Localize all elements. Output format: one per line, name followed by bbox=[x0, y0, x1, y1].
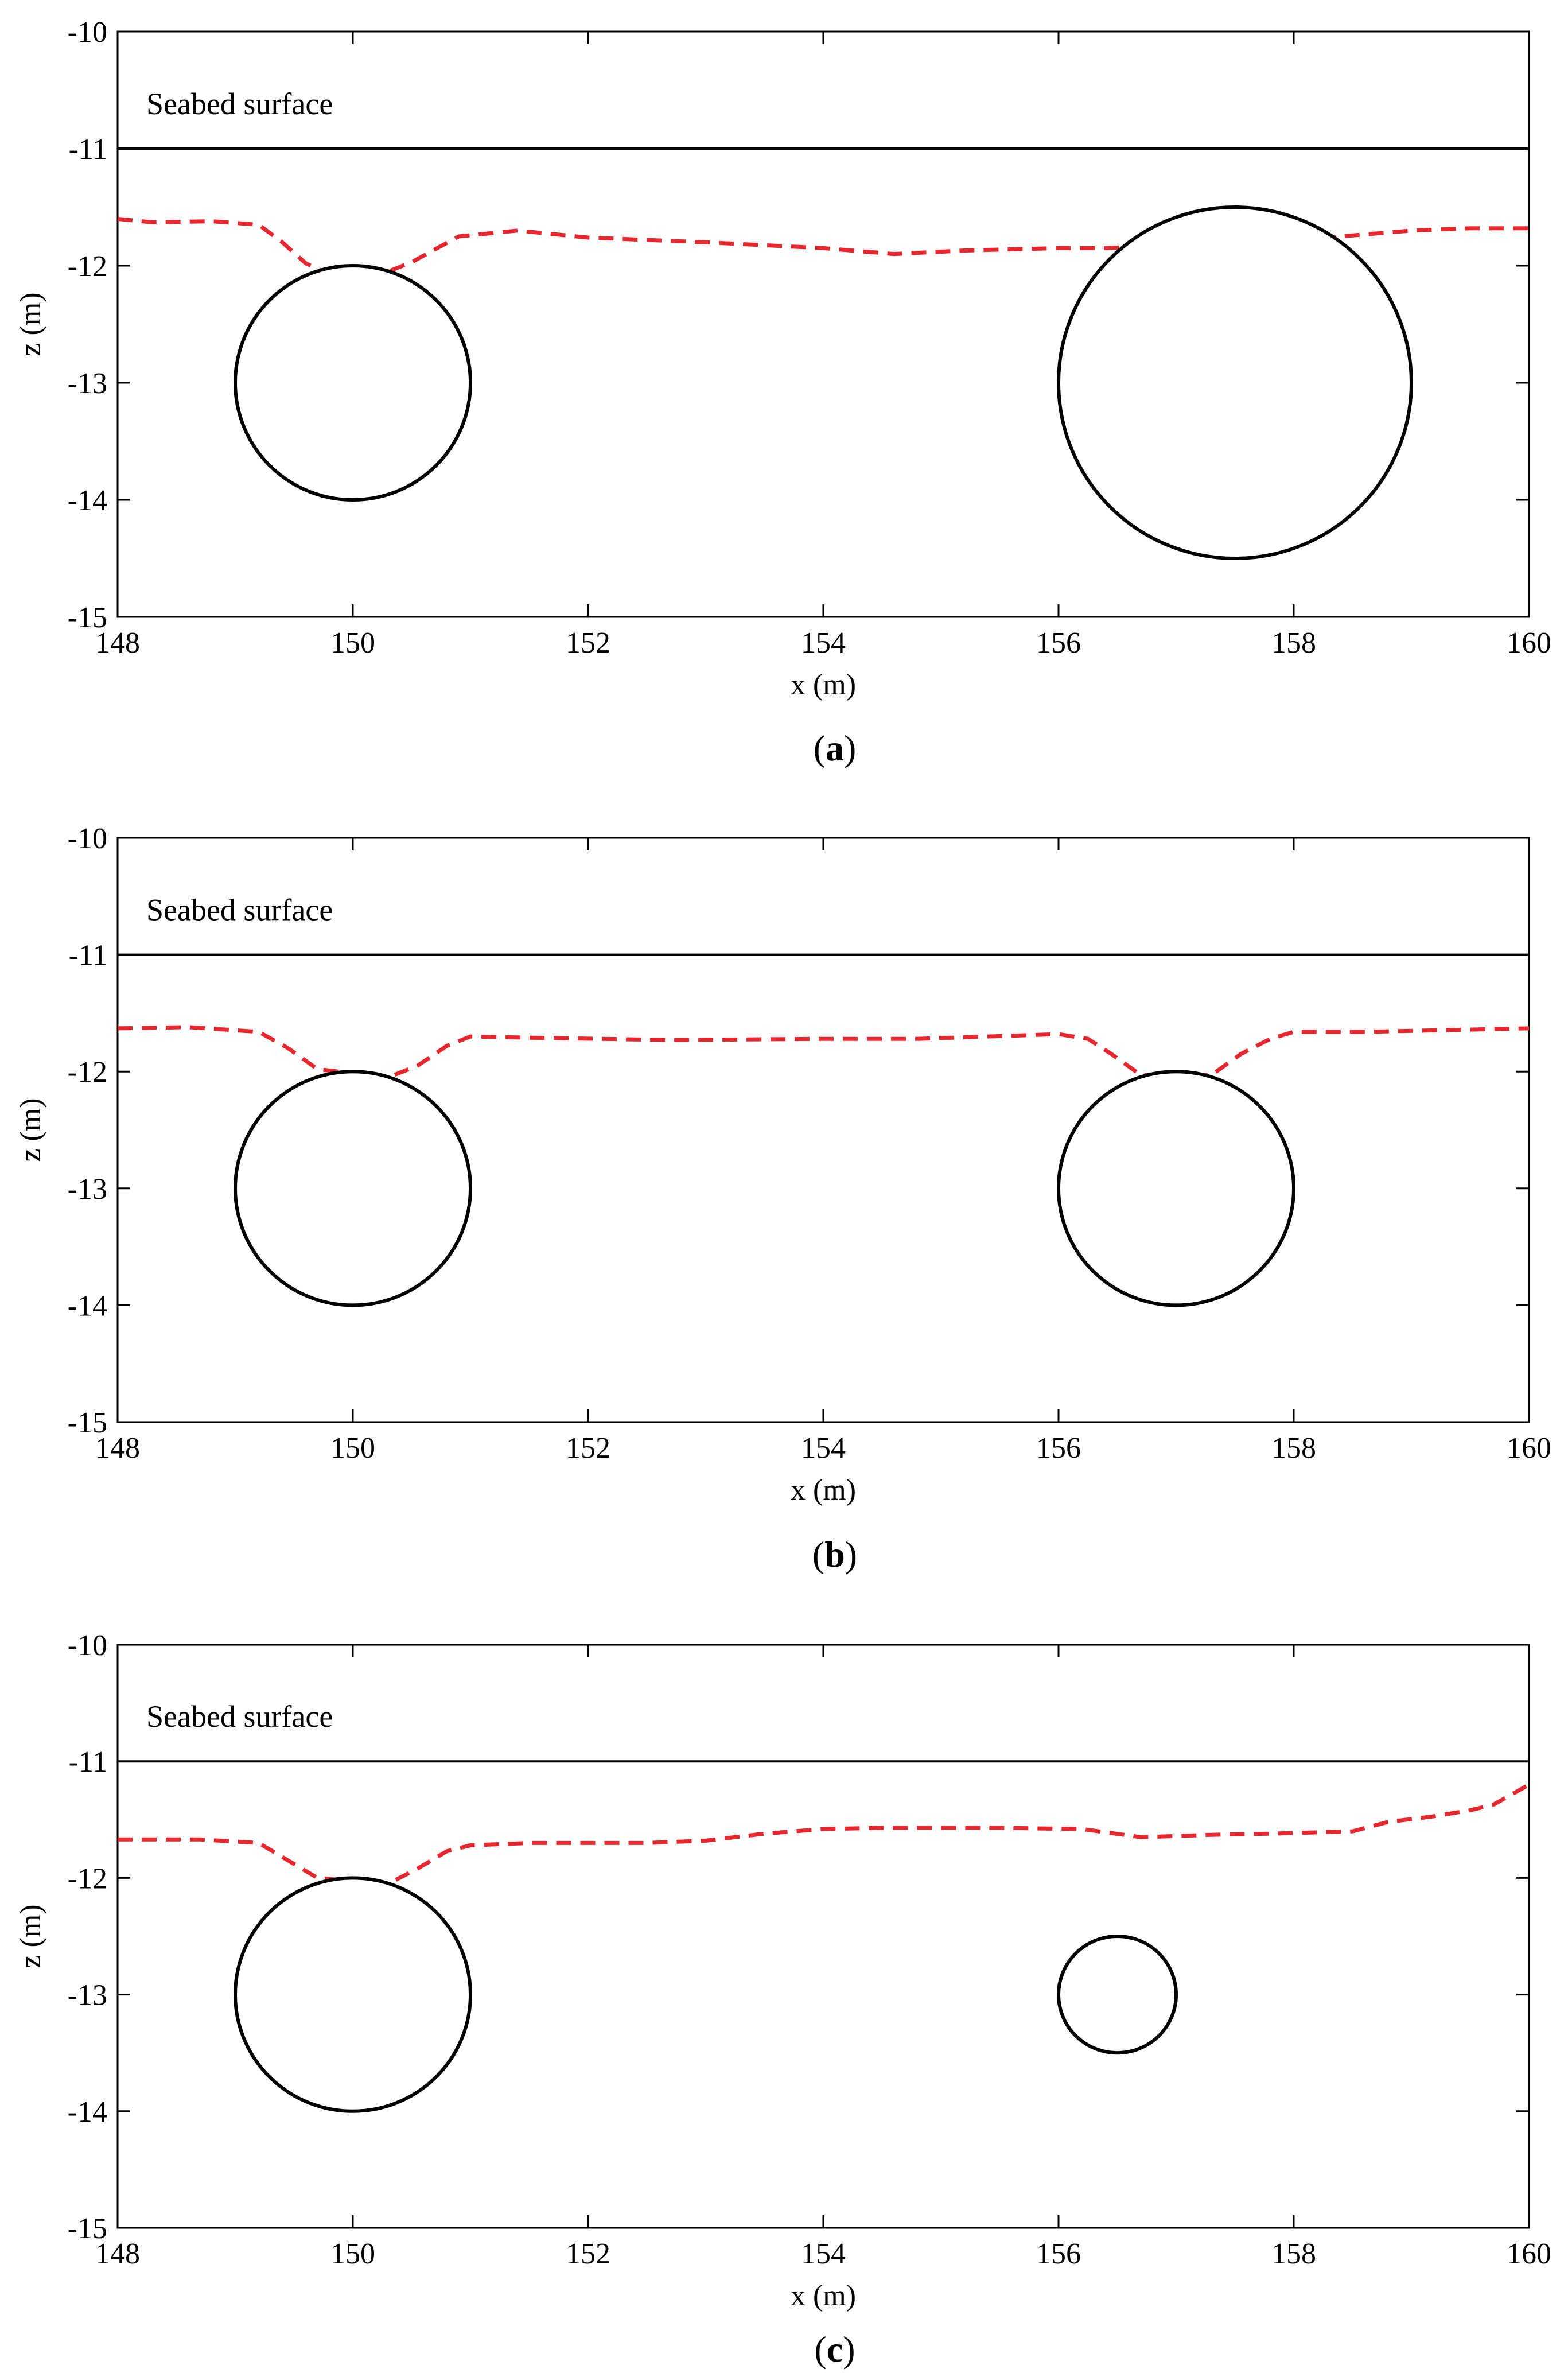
y-tick-label: -10 bbox=[68, 16, 107, 49]
pipe-circle-1 bbox=[234, 1070, 472, 1307]
y-axis-label: z (m) bbox=[14, 1904, 47, 1968]
x-tick-label: 160 bbox=[1507, 627, 1551, 659]
y-tick-label: -11 bbox=[69, 1746, 107, 1778]
figure-caption: (b) bbox=[812, 1534, 857, 1575]
x-tick-label: 156 bbox=[1036, 2238, 1081, 2270]
y-tick-label: -10 bbox=[68, 822, 107, 855]
scour-profile-line bbox=[117, 216, 1529, 274]
x-tick-label: 150 bbox=[330, 1432, 375, 1465]
y-tick-label: -14 bbox=[68, 1290, 107, 1322]
pipe-circle-2 bbox=[1057, 1070, 1295, 1307]
x-tick-label: 150 bbox=[330, 2238, 375, 2270]
x-tick-label: 148 bbox=[95, 2238, 140, 2270]
y-tick-label: -13 bbox=[68, 1173, 107, 1206]
x-tick-label: 156 bbox=[1036, 1432, 1081, 1465]
x-tick-label: 150 bbox=[330, 627, 375, 659]
y-tick-label: -15 bbox=[68, 1407, 107, 1439]
x-tick-label: 158 bbox=[1271, 1432, 1316, 1465]
seabed-surface-annotation: Seabed surface bbox=[146, 893, 333, 927]
x-tick-label: 152 bbox=[566, 1432, 610, 1465]
x-tick-label: 154 bbox=[801, 1432, 846, 1465]
x-tick-label: 152 bbox=[566, 627, 610, 659]
scour-profile-line bbox=[118, 1782, 1530, 1886]
y-tick-label: -11 bbox=[69, 133, 107, 166]
figure-caption: (c) bbox=[814, 2329, 855, 2370]
chart-panel-b: 148 150 152 154 156 158 160 -10 -11 -12 -13 -14 -15 x… bbox=[14, 822, 1551, 1575]
pipe-circle-1 bbox=[234, 264, 472, 502]
x-tick-label: 158 bbox=[1271, 627, 1316, 659]
x-tick-label: 148 bbox=[95, 627, 140, 659]
y-tick-label: -15 bbox=[68, 2212, 107, 2245]
seabed-surface-annotation: Seabed surface bbox=[146, 87, 333, 121]
y-tick-label: -14 bbox=[68, 484, 107, 517]
seabed-surface-annotation: Seabed surface bbox=[146, 1699, 333, 1734]
x-tick-label: 158 bbox=[1271, 2238, 1316, 2270]
pipe-circle-2 bbox=[1057, 205, 1413, 560]
pipe-circle-1 bbox=[234, 1876, 472, 2113]
y-tick-label: -12 bbox=[68, 1056, 107, 1089]
y-axis-label: z (m) bbox=[14, 1098, 47, 1162]
x-tick-label: 152 bbox=[566, 2238, 610, 2270]
y-tick-label: -14 bbox=[68, 2096, 107, 2129]
x-axis-label: x (m) bbox=[791, 1474, 856, 1506]
y-tick-label: -13 bbox=[68, 367, 107, 400]
x-tick-label: 148 bbox=[95, 1432, 140, 1465]
scour-profile-line bbox=[117, 1025, 1530, 1079]
figure-caption: (a) bbox=[814, 728, 857, 768]
pipe-circle-2 bbox=[1057, 1935, 1178, 2055]
x-axis-label: x (m) bbox=[791, 2279, 856, 2312]
x-tick-label: 156 bbox=[1036, 627, 1081, 659]
y-axis-label: z (m) bbox=[14, 292, 47, 356]
x-tick-label: 154 bbox=[801, 2238, 846, 2270]
x-tick-label: 154 bbox=[801, 627, 846, 659]
x-tick-label: 160 bbox=[1507, 2238, 1551, 2270]
y-tick-label: -12 bbox=[68, 250, 107, 283]
y-tick-label: -15 bbox=[68, 601, 107, 634]
y-tick-label: -13 bbox=[68, 1979, 107, 2012]
chart-panel-a: 148 150 152 154 156 158 160 -10 -11 -12 -13 -14 -15 x… bbox=[14, 16, 1551, 768]
x-tick-label: 160 bbox=[1507, 1432, 1551, 1465]
y-tick-label: -12 bbox=[68, 1862, 107, 1895]
chart-panel-c: 148 150 152 154 156 158 160 -10 -11 -12 -13 -14 -15 x… bbox=[14, 1629, 1551, 2370]
y-tick-label: -11 bbox=[69, 939, 107, 972]
y-tick-label: -10 bbox=[68, 1629, 107, 1662]
x-axis-label: x (m) bbox=[791, 669, 856, 701]
